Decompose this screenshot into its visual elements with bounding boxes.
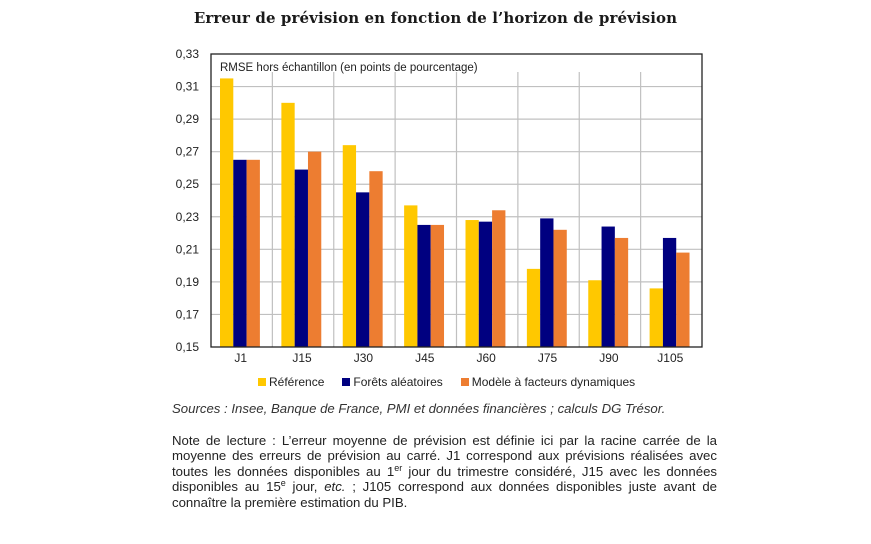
y-tick-label: 0,27 [176,145,200,159]
legend-swatch-reference [258,378,266,386]
bar-chart: RMSE hors échantillon (en points de pour… [176,47,703,365]
y-tick-label: 0,33 [176,47,200,61]
note-text: jour, [285,479,325,495]
note-text: Note de lecture : L’erreur moyenne de pr… [172,433,717,479]
x-tick-label: J105 [657,351,683,365]
x-tick-label: J60 [477,351,497,365]
x-tick-label: J15 [292,351,312,365]
y-tick-label: 0,15 [176,340,200,354]
note-superscript: e [280,478,286,489]
bar-J60-series-0 [465,220,479,347]
y-tick-label: 0,21 [176,242,200,256]
x-tick-label: J45 [415,351,435,365]
bar-J30-series-0 [342,145,357,347]
bar-J90-series-0 [588,280,602,347]
chart-annotation: RMSE hors échantillon (en points de pour… [220,62,478,74]
y-tick-label: 0,17 [176,307,200,321]
bar-J30-series-1 [356,192,370,347]
bar-J15-series-1 [294,169,308,347]
bar-J15-series-2 [307,151,322,347]
legend-label: Forêts aléatoires [353,375,443,389]
x-axis: J1 J15 J30 J45 J60 J75 J90 J105 [234,351,683,365]
x-tick-label: J1 [234,351,247,365]
bar-J60-series-1 [478,221,493,347]
note-text: jour du trimestre considéré, J15 avec le… [172,463,717,495]
legend-label: Modèle à facteurs dynamiques [471,375,636,389]
y-tick-label: 0,23 [176,210,200,224]
bar-J75-series-2 [553,229,567,347]
y-tick-label: 0,29 [176,112,200,126]
y-tick-label: 0,19 [176,275,200,289]
note-etc: etc. [324,479,346,495]
note-text: ; J105 correspond aux données disponible… [172,479,717,510]
note-superscript: er [394,462,403,473]
legend-swatch-random-forests [342,378,351,386]
legend-item-reference: Référence [258,375,324,389]
bar-J15-series-0 [281,102,295,347]
legend-item-random-forests: Forêts aléatoires [342,375,443,389]
plot-border [210,53,703,348]
bar-J90-series-2 [614,237,629,347]
bar-J1-series-0 [220,78,234,348]
bar-J1-series-1 [233,159,247,347]
x-tick-label: J30 [354,351,374,365]
y-tick-label: 0,31 [176,80,200,94]
legend: Référence Forêts aléatoires Modèle à fac… [258,375,635,389]
bar-J75-series-1 [540,218,554,347]
bar-J60-series-2 [492,210,506,347]
legend-label: Référence [269,375,325,389]
x-tick-label: J90 [599,351,619,365]
bar-J75-series-0 [526,268,541,347]
bars [220,78,690,348]
y-axis: 0,15 0,17 0,19 0,21 0,23 0,25 0,27 0,29 0,31 0,33 [176,47,200,354]
bar-J90-series-1 [601,226,615,347]
bar-J1-series-2 [246,159,260,347]
bar-J45-series-1 [417,224,431,347]
legend-swatch-dynamic-factor-model [460,378,469,386]
chart-title: Erreur de prévision en fonction de l’hor… [193,9,678,27]
bar-J105-series-2 [676,252,690,347]
bar-J105-series-1 [662,237,677,347]
bar-J45-series-2 [430,224,445,347]
bar-J105-series-0 [649,288,663,347]
legend-item-dynamic-factor-model: Modèle à facteurs dynamiques [460,375,636,389]
sources-note: Sources : Insee, Banque de France, PMI e… [172,401,666,416]
y-tick-label: 0,25 [176,177,200,191]
bar-J45-series-0 [404,205,418,347]
reading-note: Note de lecture : L’erreur moyenne de pr… [172,433,717,510]
bar-J30-series-2 [369,171,383,347]
x-tick-label: J75 [538,351,558,365]
